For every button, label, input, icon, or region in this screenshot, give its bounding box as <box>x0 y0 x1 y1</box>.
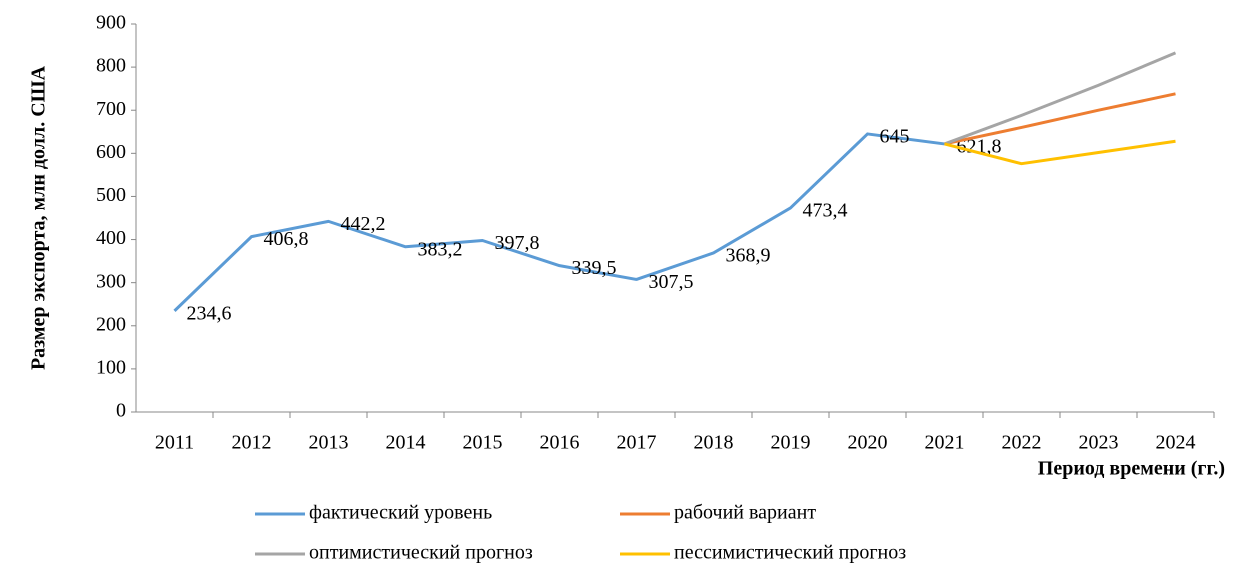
x-axis-label: Период времени (гг.) <box>1038 458 1225 480</box>
y-tick-label: 100 <box>96 356 126 378</box>
series-line <box>944 139 1176 166</box>
series-line <box>943 51 1177 146</box>
data-label: 397,8 <box>495 232 540 254</box>
data-label: 234,6 <box>187 302 232 324</box>
y-tick-label: 300 <box>96 270 126 292</box>
x-tick-label: 2014 <box>386 432 426 454</box>
data-label: 473,4 <box>803 200 848 222</box>
x-tick-label: 2021 <box>925 432 965 454</box>
y-tick-label: 800 <box>96 55 126 77</box>
y-axis-label: Размер экспорта, млн долл. США <box>28 65 50 370</box>
x-tick-label: 2022 <box>1002 432 1042 454</box>
x-tick-label: 2017 <box>617 432 657 454</box>
data-label: 645 <box>880 126 910 148</box>
data-label: 383,2 <box>418 238 463 260</box>
x-tick-label: 2016 <box>540 432 580 454</box>
series-line <box>944 92 1176 146</box>
x-tick-label: 2024 <box>1156 432 1196 454</box>
legend-label: оптимистический прогноз <box>309 542 533 564</box>
x-tick-label: 2015 <box>463 432 503 454</box>
data-label: 307,5 <box>649 271 694 293</box>
y-tick-label: 500 <box>96 184 126 206</box>
x-tick-label: 2011 <box>155 432 194 454</box>
y-tick-label: 400 <box>96 227 126 249</box>
x-tick-label: 2018 <box>694 432 734 454</box>
x-tick-label: 2020 <box>848 432 888 454</box>
legend-label: фактический уровень <box>309 502 492 524</box>
x-tick-label: 2013 <box>309 432 349 454</box>
data-label: 621,8 <box>957 136 1002 158</box>
data-label: 339,5 <box>572 257 617 279</box>
y-tick-label: 900 <box>96 12 126 34</box>
x-tick-label: 2023 <box>1079 432 1119 454</box>
y-tick-label: 600 <box>96 141 126 163</box>
data-label: 368,9 <box>726 245 771 267</box>
y-tick-label: 200 <box>96 313 126 335</box>
series-line <box>173 132 945 312</box>
y-tick-label: 0 <box>116 400 126 422</box>
x-tick-label: 2012 <box>232 432 272 454</box>
x-tick-label: 2019 <box>771 432 811 454</box>
data-label: 442,2 <box>341 213 386 235</box>
legend-label: рабочий вариант <box>674 502 816 524</box>
data-label: 406,8 <box>264 228 309 250</box>
y-tick-label: 700 <box>96 98 126 120</box>
legend-label: пессимистический прогноз <box>674 542 906 564</box>
